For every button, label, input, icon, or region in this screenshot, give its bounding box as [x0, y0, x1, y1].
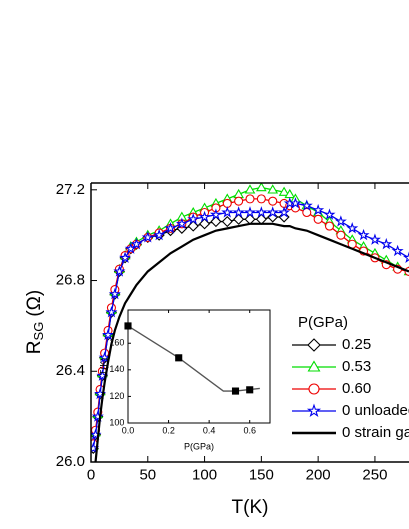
x-tick-label: 50 [139, 466, 156, 483]
marker [324, 221, 335, 231]
marker [255, 206, 268, 218]
axis-frame [127, 309, 271, 424]
x-axis-label: T(K) [232, 497, 269, 518]
marker [102, 328, 115, 341]
marker [323, 208, 336, 220]
marker [153, 228, 166, 241]
x-tick-label: 0.4 [203, 425, 216, 435]
marker [278, 206, 291, 218]
marker [234, 196, 244, 206]
marker [243, 206, 257, 218]
marker [113, 265, 126, 277]
x-tick-label: 150 [249, 466, 274, 483]
marker [302, 207, 312, 218]
marker [357, 228, 370, 241]
marker [391, 244, 404, 257]
marker [187, 212, 200, 225]
x-tick-label: 0.0 [122, 425, 135, 435]
legend-label: 0.53 [342, 358, 371, 375]
marker [300, 199, 313, 211]
marker [289, 197, 302, 209]
legend-label: 0 strain gauge [342, 424, 409, 441]
x-tick-label: 100 [192, 466, 217, 483]
marker [221, 206, 234, 218]
x-tick-label: 200 [306, 466, 331, 483]
marker [98, 351, 111, 363]
marker [209, 208, 222, 220]
marker [380, 237, 393, 250]
y-tick-label: 26.8 [56, 272, 85, 289]
plot-area [91, 183, 409, 462]
marker [221, 215, 233, 228]
y-axis-label: RSG (Ω) [24, 290, 46, 354]
marker [164, 222, 177, 234]
marker [233, 213, 245, 225]
inset-y-label: T(K) [98, 358, 108, 376]
y-tick-label: 27.2 [56, 181, 85, 198]
marker [198, 210, 211, 223]
marker [334, 215, 347, 227]
marker [175, 217, 188, 229]
inset-x-label: P(GPa) [184, 441, 214, 451]
x-tick-label: 0 [87, 466, 95, 483]
marker [187, 220, 199, 232]
marker [307, 338, 321, 352]
legend-title: P(GPa) [298, 314, 348, 331]
series-line [127, 325, 260, 392]
marker [141, 231, 154, 243]
marker [307, 360, 321, 372]
marker [245, 194, 255, 204]
y-label-sub: SG [31, 322, 46, 341]
y-tick-label: 26.4 [56, 362, 85, 379]
marker [256, 194, 266, 204]
marker [119, 251, 132, 263]
marker [256, 183, 267, 192]
marker [368, 233, 381, 245]
marker [266, 206, 279, 218]
x-tick-label: 0.2 [162, 425, 175, 435]
legend-label: 0.60 [342, 380, 371, 397]
marker [336, 230, 346, 240]
marker [268, 196, 278, 206]
marker [402, 251, 409, 263]
marker [313, 214, 323, 224]
y-tick-label: 140 [109, 364, 124, 374]
marker [308, 383, 320, 395]
marker [267, 184, 279, 194]
axis-frame [90, 182, 409, 463]
y-tick-label: 26.0 [56, 453, 85, 470]
legend-label: 0 unloaded [342, 402, 409, 419]
y-tick-label: 160 [109, 338, 124, 348]
marker [306, 403, 322, 418]
marker [198, 218, 211, 230]
y-tick-label: 100 [109, 417, 124, 427]
legend-label: 0.25 [342, 336, 371, 353]
marker [175, 354, 183, 362]
marker [244, 213, 256, 225]
marker [130, 237, 143, 250]
marker [255, 213, 267, 225]
y-label-unit: (Ω) [24, 290, 45, 317]
y-label-main: R [24, 340, 45, 354]
y-tick-label: 120 [109, 391, 124, 401]
x-tick-label: 0.6 [243, 425, 256, 435]
marker [312, 203, 325, 216]
marker [244, 184, 256, 194]
marker [346, 222, 359, 234]
marker [246, 386, 254, 394]
inset-background [128, 310, 270, 423]
marker [232, 206, 245, 218]
x-tick-label: 250 [362, 466, 387, 483]
marker [231, 387, 240, 395]
series-line [94, 222, 409, 462]
marker [210, 215, 222, 228]
marker [105, 305, 118, 318]
marker [278, 186, 290, 196]
marker [108, 287, 121, 300]
